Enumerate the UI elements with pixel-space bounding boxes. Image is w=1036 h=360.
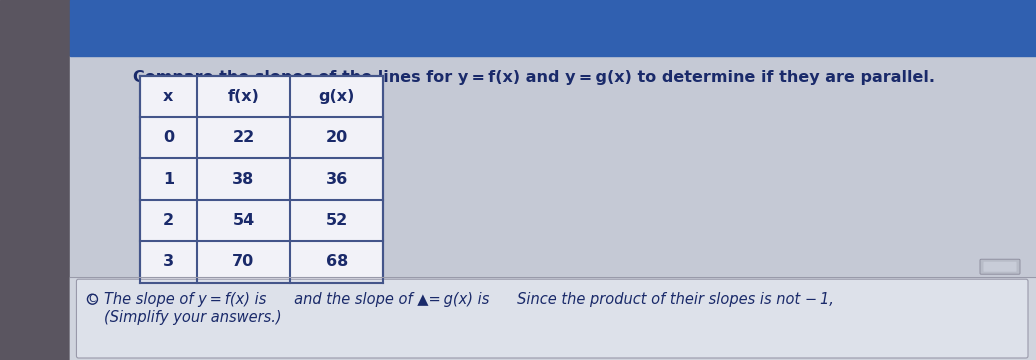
Text: 1: 1	[163, 172, 174, 186]
Text: Compare the slopes of the lines for y = f(x) and y = g(x) to determine if they a: Compare the slopes of the lines for y = …	[133, 70, 934, 85]
Text: 52: 52	[325, 213, 348, 228]
Text: 2: 2	[163, 213, 174, 228]
Text: 68: 68	[325, 255, 348, 269]
FancyBboxPatch shape	[980, 259, 1020, 274]
Text: f(x): f(x)	[228, 89, 259, 104]
Bar	[70, 56, 1036, 360]
FancyBboxPatch shape	[77, 279, 1028, 358]
Text: 3: 3	[163, 255, 174, 269]
Text: 0: 0	[163, 130, 174, 145]
Bar	[70, 0, 1036, 56]
Text: 20: 20	[325, 130, 348, 145]
Text: 54: 54	[232, 213, 255, 228]
Text: 70: 70	[232, 255, 255, 269]
Text: 22: 22	[232, 130, 255, 145]
Text: x: x	[163, 89, 174, 104]
Text: 38: 38	[232, 172, 255, 186]
Bar	[0, 0, 70, 360]
Text: (Simplify your answers.): (Simplify your answers.)	[105, 310, 282, 325]
Text: C: C	[89, 294, 96, 304]
Text: The slope of y = f(x) is      and the slope of ▲= g(x) is      Since the product: The slope of y = f(x) is and the slope o…	[105, 292, 834, 307]
Text: g(x): g(x)	[318, 89, 355, 104]
Bar	[70, 277, 1036, 360]
FancyBboxPatch shape	[983, 262, 1016, 272]
Text: 36: 36	[325, 172, 348, 186]
Bar	[140, 76, 383, 283]
